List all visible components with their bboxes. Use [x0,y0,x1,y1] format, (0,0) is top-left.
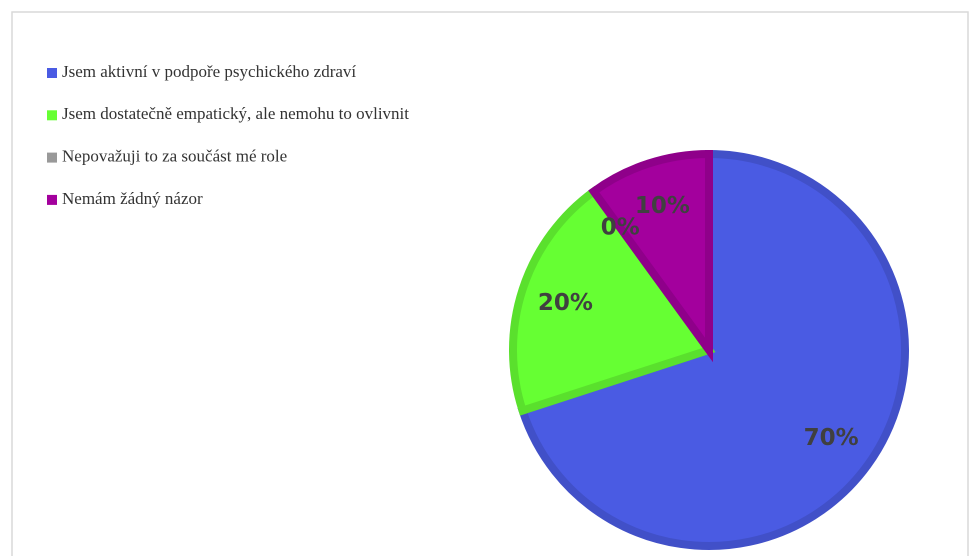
legend-swatch [47,152,57,163]
data-label: 0% [601,214,640,240]
legend-swatch [47,110,57,121]
legend-label: Jsem dostatečně empatický, ale nemohu to… [62,104,409,123]
data-label: 70% [804,425,859,451]
legend-label: Nepovažuji to za součást mé role [62,147,287,166]
data-label: 10% [635,193,690,219]
data-label: 20% [538,290,593,316]
legend-swatch [47,68,57,78]
legend-swatch [47,194,57,205]
pie-slice [509,185,716,416]
pie-slice [588,149,713,363]
legend-label: Nemám žádný názor [62,189,203,208]
legend-label: Jsem aktivní v podpoře psychického zdrav… [62,62,356,81]
